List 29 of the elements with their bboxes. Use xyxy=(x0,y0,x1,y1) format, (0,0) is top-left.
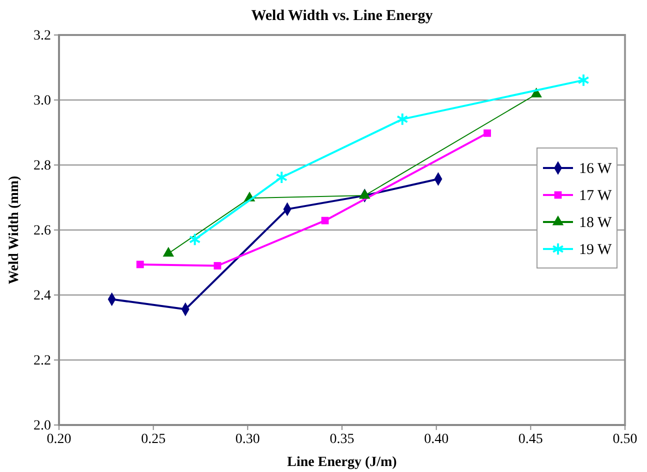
legend-label: 16 W xyxy=(579,161,612,177)
x-tick-label: 0.50 xyxy=(612,432,638,447)
y-tick-label: 2.0 xyxy=(34,418,51,434)
legend-label: 17 W xyxy=(579,188,612,204)
y-axis-title: Weld Width (mm) xyxy=(7,175,22,284)
y-tick-label: 3.0 xyxy=(34,93,51,108)
y-tick-label: 2.2 xyxy=(34,353,51,368)
y-tick-label: 2.6 xyxy=(34,223,51,238)
y-tick-label: 2.4 xyxy=(34,288,51,304)
point xyxy=(578,74,590,87)
y-tick-label: 2.8 xyxy=(34,158,51,174)
x-tick-label: 0.40 xyxy=(424,432,449,447)
x-tick-label: 0.45 xyxy=(518,432,543,447)
point xyxy=(136,260,144,268)
point xyxy=(396,112,408,126)
x-axis-title: Line Energy (J/m) xyxy=(287,455,398,470)
legend-label: 19 W xyxy=(579,242,612,258)
x-tick-label: 0.25 xyxy=(141,432,166,447)
chart-title: Weld Width vs. Line Energy xyxy=(251,8,434,24)
point xyxy=(484,129,491,137)
x-tick-label: 0.35 xyxy=(330,432,354,447)
x-tick-label: 0.30 xyxy=(235,432,260,447)
point xyxy=(214,262,222,270)
point xyxy=(188,232,201,246)
x-tick-label: 0.20 xyxy=(46,432,72,447)
y-tick-label: 3.2 xyxy=(34,28,51,44)
point xyxy=(276,170,288,184)
legend-label: 18 W xyxy=(579,215,612,231)
point xyxy=(321,216,329,224)
